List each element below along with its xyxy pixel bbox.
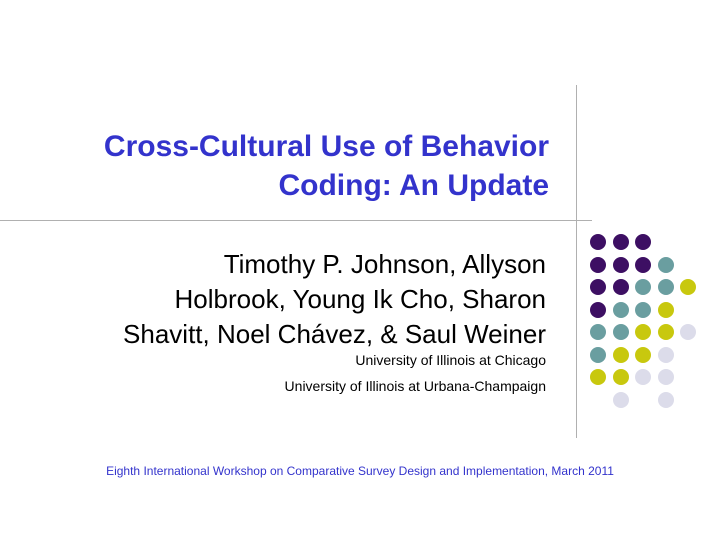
decorative-dot: [612, 256, 629, 273]
footer-text: Eighth International Workshop on Compara…: [106, 464, 614, 478]
decorative-dot: [635, 279, 651, 295]
decorative-dot: [657, 346, 674, 363]
title-line: Coding: An Update: [278, 169, 549, 202]
decorative-dot: [590, 369, 606, 385]
title-line: Cross-Cultural Use of Behavior: [103, 130, 549, 163]
decorative-dot: [590, 234, 606, 250]
slide-title: Cross-Cultural Use of Behavior Coding: A…: [29, 127, 549, 205]
decorative-dot: [590, 346, 606, 363]
horizontal-divider: [0, 220, 592, 221]
decorative-dot: [680, 324, 696, 340]
decorative-dot: [590, 256, 606, 273]
decorative-dot: [612, 346, 629, 363]
vertical-divider: [576, 85, 577, 438]
decorative-dot: [635, 301, 651, 318]
decorative-dot: [590, 279, 606, 295]
decorative-dot: [612, 301, 629, 318]
affiliation: University of Illinois at Chicago: [355, 352, 546, 368]
decorative-dot: [657, 279, 674, 295]
decorative-dot: [590, 324, 606, 340]
author-line: Timothy P. Johnson, Allyson: [223, 249, 546, 279]
decorative-dot: [657, 369, 674, 385]
decorative-dot: [635, 346, 651, 363]
decorative-dot: [612, 369, 629, 385]
decorative-dot: [680, 279, 696, 295]
decorative-dot: [657, 301, 674, 318]
decorative-dot: [612, 324, 629, 340]
decorative-dot: [612, 391, 629, 408]
author-list: Timothy P. Johnson, Allyson Holbrook, Yo…: [26, 247, 546, 352]
decorative-dot: [657, 391, 674, 408]
decorative-dot: [657, 256, 674, 273]
decorative-dot: [635, 369, 651, 385]
decorative-dot: [635, 324, 651, 340]
decorative-dot: [612, 279, 629, 295]
decorative-dot: [590, 301, 606, 318]
decorative-dot: [635, 256, 651, 273]
author-line: Holbrook, Young Ik Cho, Sharon: [174, 284, 546, 314]
decorative-dot: [635, 234, 651, 250]
decorative-dot: [657, 324, 674, 340]
affiliation: University of Illinois at Urbana-Champai…: [284, 378, 546, 394]
decorative-dot: [612, 234, 629, 250]
author-line: Shavitt, Noel Chávez, & Saul Weiner: [123, 319, 546, 349]
